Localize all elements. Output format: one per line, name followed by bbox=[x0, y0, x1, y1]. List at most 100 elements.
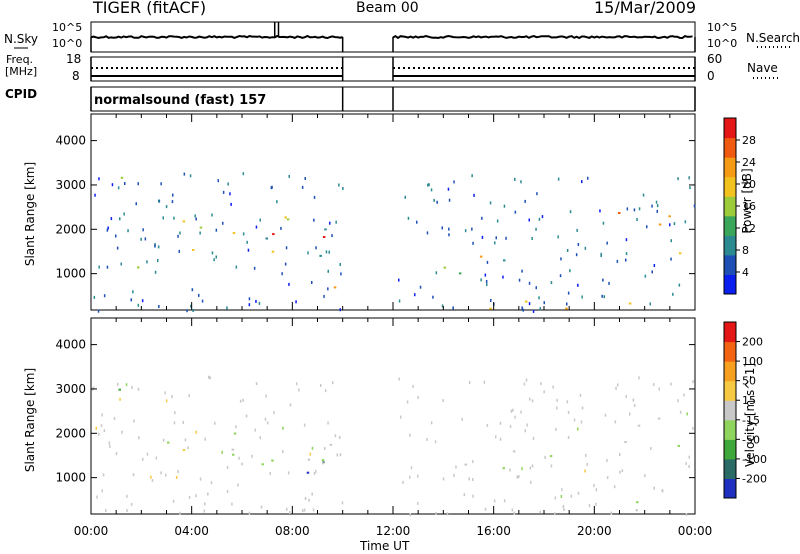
echo-cell bbox=[117, 186, 120, 190]
colorbar-tick-label: 24 bbox=[742, 156, 756, 169]
panel-frame bbox=[90, 113, 696, 311]
echo-cell bbox=[272, 233, 275, 236]
echo-cell bbox=[511, 508, 514, 512]
echo-cell bbox=[570, 494, 573, 498]
echo-cell bbox=[187, 446, 189, 450]
echo-cell bbox=[602, 221, 605, 225]
echo-cell bbox=[95, 426, 97, 430]
echo-cell bbox=[255, 299, 257, 303]
colorbar-segment bbox=[724, 322, 736, 343]
echo-cell bbox=[569, 269, 571, 273]
echo-cell bbox=[265, 237, 268, 240]
echo-cell bbox=[409, 513, 411, 517]
echo-cell bbox=[137, 303, 140, 307]
echo-cell bbox=[98, 177, 100, 181]
echo-cell bbox=[124, 182, 126, 185]
echo-cell bbox=[247, 248, 250, 252]
echo-cell bbox=[496, 219, 499, 223]
echo-cell bbox=[286, 218, 290, 221]
echo-cell bbox=[678, 283, 681, 287]
echo-cell bbox=[131, 386, 133, 389]
echo-cell bbox=[529, 466, 532, 470]
echo-cell bbox=[116, 246, 119, 250]
echo-cell bbox=[173, 216, 175, 220]
echo-cell bbox=[184, 438, 187, 442]
echo-cell bbox=[226, 490, 229, 493]
echo-cell bbox=[135, 202, 137, 206]
echo-cell bbox=[120, 176, 124, 179]
echo-cell bbox=[144, 237, 147, 241]
echo-cell bbox=[601, 294, 603, 298]
echo-cell bbox=[580, 420, 583, 424]
echo-cell bbox=[237, 483, 239, 487]
echo-cell bbox=[430, 188, 433, 192]
echo-cell bbox=[448, 198, 451, 202]
echo-cell bbox=[520, 180, 522, 184]
echo-cell bbox=[265, 394, 267, 398]
x-tick-label: 16:00 bbox=[476, 524, 511, 538]
y-tick-label: 3000 bbox=[55, 178, 86, 192]
echo-cell bbox=[536, 192, 538, 196]
echo-cell bbox=[588, 504, 591, 508]
cpid-label: CPID bbox=[5, 87, 38, 101]
colorbar-segment bbox=[724, 235, 736, 256]
echo-cell bbox=[311, 281, 313, 284]
echo-cell bbox=[191, 249, 195, 251]
echo-cell bbox=[481, 216, 483, 220]
echo-cell bbox=[242, 398, 244, 402]
echo-cell bbox=[600, 254, 602, 258]
echo-cell bbox=[186, 309, 188, 313]
echo-cell bbox=[532, 436, 535, 440]
x-tick-label: 08:00 bbox=[275, 524, 310, 538]
echo-cell bbox=[259, 218, 261, 222]
echo-cell bbox=[322, 236, 326, 238]
nave-label: Nave bbox=[747, 61, 778, 75]
echo-cell bbox=[295, 382, 298, 386]
echo-cell bbox=[102, 473, 105, 477]
echo-cell bbox=[203, 509, 206, 513]
echo-cell bbox=[499, 437, 502, 441]
echo-cell bbox=[217, 179, 219, 183]
nave-tick-bottom: 0 bbox=[707, 69, 715, 83]
x-tick-label: 20:00 bbox=[577, 524, 612, 538]
freq-label: Freq. bbox=[6, 53, 34, 66]
colorbar-segment bbox=[724, 196, 736, 217]
echo-cell bbox=[509, 425, 512, 428]
echo-cell bbox=[573, 418, 576, 422]
echo-cell bbox=[151, 479, 154, 482]
echo-cell bbox=[313, 472, 316, 475]
echo-cell bbox=[493, 499, 496, 503]
echo-cell bbox=[502, 467, 505, 470]
echo-cell bbox=[191, 288, 194, 292]
echo-cell bbox=[595, 502, 597, 506]
echo-cell bbox=[261, 463, 264, 466]
echo-cell bbox=[407, 216, 410, 220]
echo-cell bbox=[531, 237, 533, 240]
echo-cell bbox=[271, 250, 275, 253]
echo-cell bbox=[162, 216, 164, 220]
echo-cell bbox=[160, 471, 162, 475]
echo-cell bbox=[608, 281, 610, 285]
echo-cell bbox=[103, 294, 106, 298]
echo-cell bbox=[503, 259, 506, 262]
echo-cell bbox=[471, 174, 473, 178]
colorbar-segment bbox=[724, 137, 736, 158]
echo-cell bbox=[295, 300, 297, 304]
echo-cell bbox=[313, 218, 315, 222]
echo-cell bbox=[567, 291, 570, 295]
echo-cell bbox=[426, 437, 428, 441]
echo-cell bbox=[414, 293, 416, 297]
echo-cell bbox=[514, 210, 517, 214]
echo-cell bbox=[188, 495, 191, 499]
echo-cell bbox=[518, 278, 521, 282]
echo-cell bbox=[231, 502, 233, 506]
echo-cell bbox=[285, 246, 288, 250]
echo-cell bbox=[417, 396, 419, 399]
echo-cell bbox=[633, 404, 636, 407]
echo-cell bbox=[338, 183, 340, 187]
echo-cell bbox=[270, 186, 273, 190]
echo-cell bbox=[242, 232, 245, 236]
echo-cell bbox=[514, 415, 516, 419]
echo-cell bbox=[142, 228, 144, 232]
echo-cell bbox=[215, 228, 218, 232]
